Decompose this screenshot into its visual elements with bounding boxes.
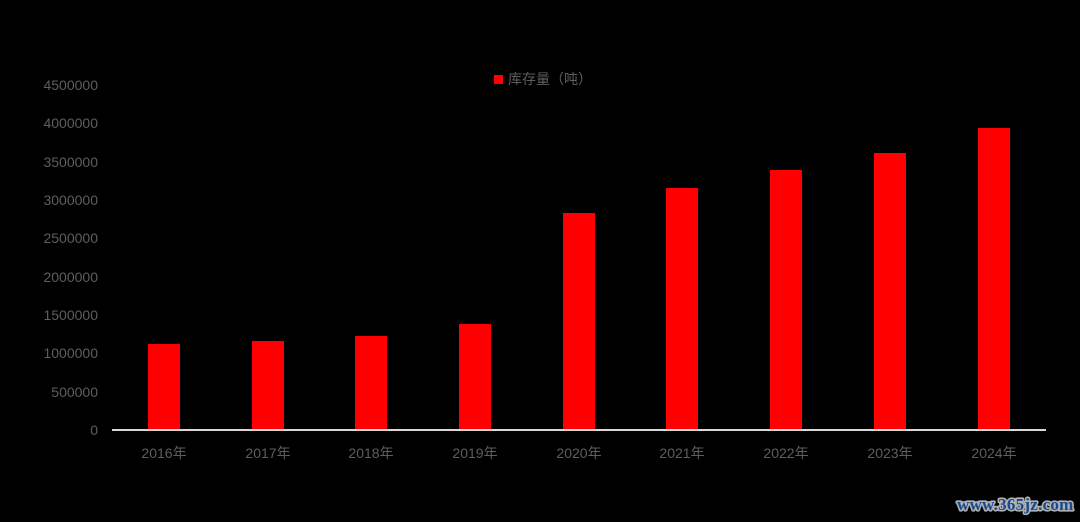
svg-text:www.365jz.com: www.365jz.com [957,495,1074,514]
